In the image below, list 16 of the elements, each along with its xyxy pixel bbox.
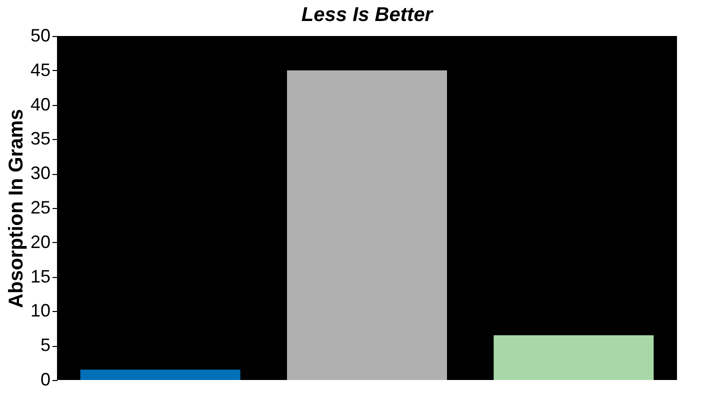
y-tick-label: 30 [30,163,50,184]
chart-title: Less Is Better [301,4,434,26]
y-tick-label: 45 [30,60,50,80]
bar [80,370,240,380]
y-tick-label: 10 [30,300,50,321]
y-tick-label: 40 [30,94,50,114]
y-tick-label: 35 [30,128,50,149]
y-tick-label: 5 [40,335,50,356]
y-tick-label: 25 [30,198,50,218]
bar [287,70,447,380]
y-tick-label: 20 [30,232,50,252]
y-tick-label: 0 [40,370,50,390]
y-tick-label: 50 [30,26,50,46]
bar [494,335,654,380]
y-axis-title: Absorption In Grams [5,109,28,308]
y-tick-label: 15 [30,266,50,286]
